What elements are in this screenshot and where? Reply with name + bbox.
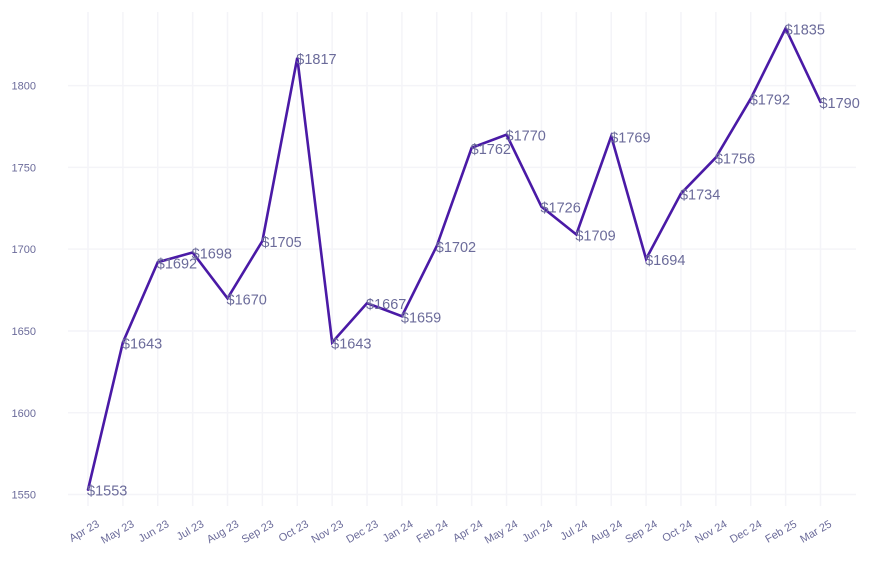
y-tick-label: 1700	[12, 244, 36, 256]
data-label: $1643	[122, 336, 162, 352]
data-label: $1817	[296, 52, 336, 68]
x-tick-label: Jun 23	[137, 518, 172, 545]
x-tick-label: May 24	[483, 518, 520, 546]
data-label: $1692	[157, 256, 197, 272]
y-axis-ticks: 1550 1600 1650 1700 1750 1800	[12, 81, 36, 502]
x-tick-label: Sep 24	[623, 518, 659, 546]
data-label: $1835	[785, 22, 825, 38]
x-tick-label: Mar 25	[798, 518, 834, 546]
data-label: $1726	[540, 201, 580, 217]
y-tick-label: 1750	[12, 162, 36, 174]
x-tick-label: Apr 24	[451, 518, 485, 545]
x-tick-label: Jan 24	[381, 518, 416, 545]
x-tick-label: Aug 23	[205, 518, 241, 546]
series-line	[86, 25, 822, 491]
x-tick-label: Nov 23	[309, 518, 345, 546]
x-tick-label: Feb 24	[415, 518, 451, 546]
y-tick-label: 1650	[12, 326, 36, 338]
data-label: $1756	[715, 152, 755, 168]
data-label: $1694	[645, 253, 685, 269]
y-tick-label: 1550	[12, 490, 36, 502]
x-tick-label: Oct 23	[277, 518, 311, 545]
x-tick-label: Jul 23	[175, 518, 206, 543]
x-tick-label: Sep 23	[240, 518, 276, 546]
x-tick-label: Aug 24	[588, 518, 624, 546]
data-label: $1709	[575, 228, 615, 244]
data-label: $1790	[819, 96, 859, 112]
data-labels: $1553 $1643 $1692$1698 $1670 $1705 $1817 $1643…	[87, 22, 860, 499]
data-label: $1643	[331, 336, 371, 352]
x-tick-label: Jul 24	[558, 518, 589, 543]
data-label: $1667	[366, 297, 406, 313]
x-tick-label: Dec 24	[728, 518, 764, 546]
data-label: $1698	[192, 246, 232, 262]
x-tick-label: Dec 23	[344, 518, 380, 546]
data-label: $1705	[261, 235, 301, 251]
data-label: $1792	[750, 93, 790, 109]
data-label: $1659	[401, 310, 441, 326]
y-tick-label: 1600	[12, 408, 36, 420]
x-tick-label: Apr 23	[67, 518, 101, 545]
data-label: $1769	[610, 130, 650, 146]
data-label: $1670	[227, 292, 267, 308]
x-tick-label: Nov 24	[693, 518, 729, 546]
data-label: $1553	[87, 484, 127, 500]
data-label: $1762	[471, 142, 511, 158]
y-tick-label: 1800	[12, 81, 36, 93]
x-tick-label: Jun 24	[520, 518, 555, 545]
data-label: $1770	[506, 129, 546, 145]
grid	[68, 12, 856, 506]
x-tick-label: May 23	[99, 518, 136, 546]
data-label: $1734	[680, 188, 720, 204]
x-tick-label: Feb 25	[763, 518, 799, 546]
x-tick-label: Oct 24	[660, 518, 694, 545]
series-lines	[86, 25, 822, 491]
data-label: $1702	[436, 240, 476, 256]
